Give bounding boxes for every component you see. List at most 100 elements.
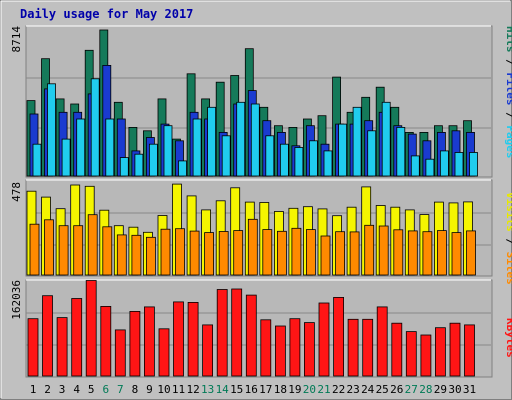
bar-kbytes-day-30	[449, 322, 461, 377]
bar-kbytes-day-24	[362, 318, 374, 377]
bar-pages-day-25	[381, 101, 391, 177]
legend-sites: Sites	[504, 252, 512, 285]
bar-sites-day-29	[436, 230, 447, 276]
bar-kbytes-day-13	[202, 324, 214, 377]
day-label-8: 8	[132, 383, 139, 396]
bar-pages-day-29	[439, 150, 449, 177]
bar-pages-day-23	[352, 106, 362, 177]
bar-kbytes-day-6	[100, 305, 112, 377]
bar-pages-day-1	[32, 143, 42, 177]
bar-sites-day-5	[87, 214, 98, 276]
bar-sites-day-23	[349, 231, 360, 276]
bar-sites-day-17	[262, 229, 273, 276]
bar-kbytes-day-21	[318, 302, 330, 377]
bar-kbytes-day-5	[85, 280, 97, 377]
bar-sites-day-14	[218, 231, 229, 276]
legend-visits: Visits	[504, 192, 512, 232]
day-label-21: 21	[317, 383, 330, 396]
bar-pages-day-30	[454, 152, 464, 177]
bar-sites-day-12	[189, 230, 200, 276]
bar-kbytes-day-7	[114, 329, 126, 377]
day-label-16: 16	[245, 383, 258, 396]
bar-sites-day-7	[116, 234, 127, 276]
bar-sites-day-21	[320, 235, 331, 276]
bar-kbytes-day-12	[187, 301, 199, 377]
bar-kbytes-day-28	[420, 334, 432, 377]
day-label-1: 1	[30, 383, 37, 396]
bar-pages-day-6	[105, 118, 115, 177]
bar-kbytes-day-29	[434, 327, 446, 377]
bar-kbytes-day-8	[129, 310, 141, 377]
day-label-31: 31	[463, 383, 476, 396]
ymax-label-top: 8714	[10, 26, 23, 53]
legend-top: Hits / Files / Pages	[504, 26, 512, 159]
bar-sites-day-8	[131, 234, 142, 276]
day-label-20: 20	[303, 383, 316, 396]
bar-sites-day-13	[204, 232, 215, 276]
bar-sites-day-3	[58, 225, 69, 276]
day-label-7: 7	[117, 383, 124, 396]
bar-sites-day-2	[44, 219, 54, 276]
day-label-13: 13	[201, 383, 214, 396]
panel-kbytes	[25, 279, 493, 378]
day-label-12: 12	[186, 383, 199, 396]
bar-pages-day-18	[279, 143, 289, 177]
day-label-28: 28	[419, 383, 432, 396]
bar-kbytes-day-17	[260, 319, 272, 377]
panel-hits-files-pages	[25, 25, 493, 178]
legend-hits: Hits	[504, 26, 512, 53]
ymax-label-bottom: 162036	[10, 280, 23, 320]
bar-kbytes-day-31	[464, 324, 475, 377]
day-label-11: 11	[172, 383, 185, 396]
bar-pages-day-14	[221, 135, 231, 177]
legend-middle: Visits / Sites	[504, 192, 512, 285]
day-label-27: 27	[405, 383, 418, 396]
day-label-22: 22	[332, 383, 345, 396]
bar-kbytes-day-15	[231, 288, 243, 377]
bar-kbytes-day-3	[56, 317, 68, 377]
bar-kbytes-day-1	[27, 318, 39, 377]
bar-pages-day-5	[90, 78, 100, 177]
bar-sites-day-25	[378, 225, 389, 276]
bar-sites-day-24	[364, 224, 375, 276]
day-label-26: 26	[390, 383, 403, 396]
day-label-17: 17	[259, 383, 272, 396]
day-label-29: 29	[434, 383, 447, 396]
bar-kbytes-day-9	[143, 306, 155, 377]
legend-kbytes: KBytes	[504, 318, 512, 358]
day-label-4: 4	[73, 383, 80, 396]
bar-pages-day-27	[410, 155, 420, 177]
panel-visits-sites	[25, 179, 493, 277]
bar-pages-day-8	[134, 153, 144, 177]
bar-sites-day-30	[451, 232, 462, 276]
bar-kbytes-day-4	[71, 298, 83, 377]
bar-sites-day-27	[407, 230, 418, 276]
bar-kbytes-day-11	[173, 301, 184, 377]
bar-kbytes-day-2	[42, 295, 53, 377]
day-label-19: 19	[288, 383, 301, 396]
bar-kbytes-day-25	[376, 306, 388, 377]
day-label-25: 25	[376, 383, 389, 396]
bar-sites-day-26	[393, 229, 404, 276]
bar-sites-day-20	[305, 229, 316, 276]
day-label-10: 10	[157, 383, 170, 396]
bar-sites-day-22	[335, 231, 346, 276]
day-label-2: 2	[44, 383, 51, 396]
day-label-9: 9	[146, 383, 153, 396]
bar-sites-day-9	[145, 236, 156, 276]
bar-pages-day-7	[119, 157, 129, 177]
bar-kbytes-day-10	[158, 328, 170, 377]
bar-sites-day-28	[422, 231, 433, 276]
bar-pages-day-12	[192, 118, 202, 177]
bar-pages-day-13	[207, 106, 217, 177]
bar-kbytes-day-22	[333, 296, 345, 377]
bar-pages-day-4	[76, 118, 86, 177]
bar-pages-day-26	[396, 127, 406, 177]
bar-pages-day-9	[148, 143, 158, 177]
day-label-18: 18	[274, 383, 287, 396]
bar-pages-day-28	[425, 158, 435, 177]
bar-pages-day-15	[236, 101, 246, 177]
bar-pages-day-17	[265, 135, 275, 177]
bar-sites-day-31	[466, 230, 476, 276]
